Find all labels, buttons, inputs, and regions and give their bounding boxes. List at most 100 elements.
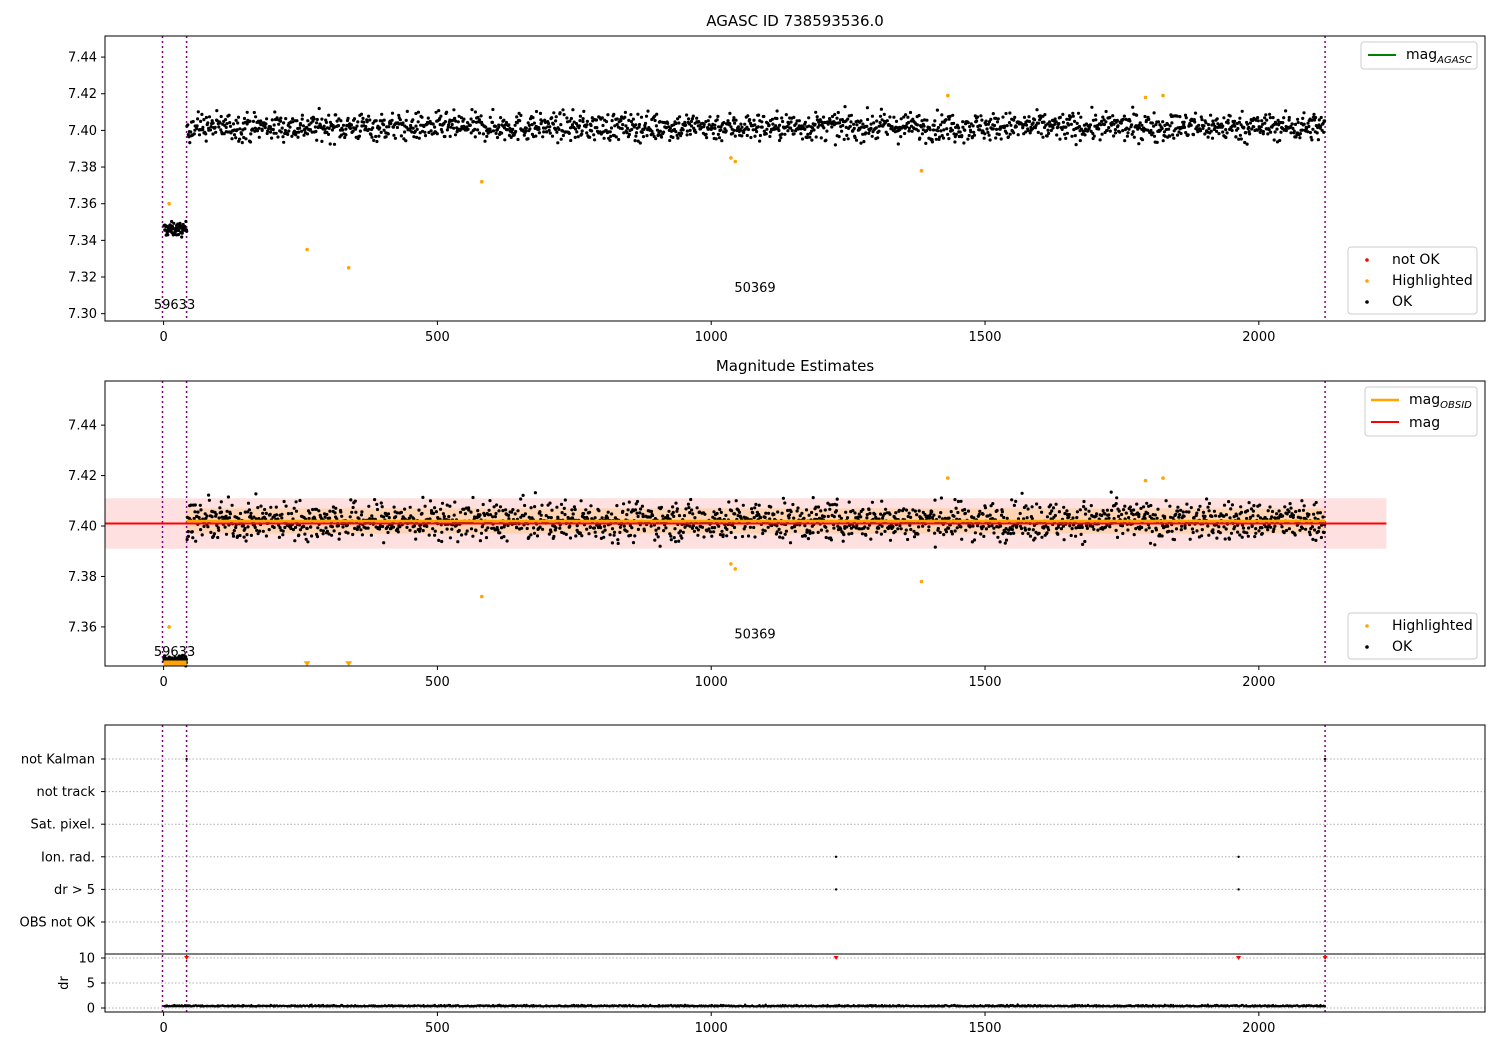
data-point-ok <box>186 123 190 127</box>
data-point-ok <box>1097 127 1101 131</box>
data-point-ok <box>626 508 630 512</box>
data-point-ok <box>899 527 903 531</box>
data-point-ok <box>1289 124 1293 128</box>
data-point-ok <box>1026 128 1030 133</box>
data-point-ok <box>1037 531 1041 536</box>
data-point-ok <box>1130 132 1134 136</box>
data-point-ok <box>687 117 691 121</box>
data-point-ok <box>191 536 195 540</box>
data-point-ok <box>947 117 951 121</box>
data-point-ok <box>745 133 749 138</box>
data-point-ok <box>1022 115 1027 119</box>
data-point-ok <box>219 128 223 132</box>
data-point-ok <box>1117 514 1121 519</box>
data-point-ok <box>1042 120 1046 124</box>
data-point-ok <box>1261 130 1265 134</box>
data-point-ok <box>640 130 644 134</box>
data-point-ok <box>834 509 839 513</box>
data-point-ok <box>448 504 452 508</box>
data-point-ok <box>588 510 592 514</box>
data-point-ok <box>1058 137 1062 141</box>
legend-highlighted-marker <box>1365 279 1369 283</box>
data-point-ok <box>810 138 814 142</box>
data-point-ok <box>905 125 909 129</box>
data-point-ok <box>572 120 576 124</box>
data-point-ok <box>603 528 607 532</box>
data-point-ok <box>825 529 829 533</box>
data-point-ok <box>636 527 641 532</box>
data-point-ok <box>1178 115 1182 119</box>
data-point-ok <box>1091 131 1095 136</box>
data-point-ok <box>1188 537 1192 541</box>
data-point-ok <box>784 113 788 117</box>
data-point-ok <box>403 507 407 511</box>
data-point-ok <box>932 513 936 517</box>
data-point-ok <box>1184 116 1188 120</box>
data-point-ok <box>1218 531 1222 535</box>
data-point-ok <box>605 516 610 520</box>
data-point-ok <box>716 114 720 118</box>
data-point-ok <box>1233 525 1237 529</box>
data-point-ok <box>1233 119 1237 123</box>
data-point-ok <box>732 116 736 120</box>
data-point-ok <box>391 525 396 529</box>
data-point-ok <box>1268 116 1272 120</box>
data-point-ok <box>783 132 787 136</box>
data-point-ok <box>952 132 956 136</box>
data-point-ok <box>176 233 180 237</box>
data-point-ok <box>700 525 705 529</box>
data-point-ok <box>1319 535 1323 540</box>
data-point-ok <box>710 126 715 130</box>
data-point-ok <box>636 139 640 143</box>
data-point-ok <box>193 510 197 514</box>
data-point-ok <box>205 514 209 518</box>
data-point-ok <box>1084 507 1088 511</box>
data-point-ok <box>1319 115 1323 120</box>
data-point-ok <box>822 514 826 519</box>
data-point-ok <box>232 529 236 533</box>
data-point-ok <box>675 509 679 513</box>
data-point-ok <box>915 123 920 127</box>
data-point-ok <box>276 135 280 139</box>
data-point-ok <box>748 525 753 529</box>
data-point-ok <box>177 228 181 233</box>
data-point-ok <box>817 123 822 127</box>
data-point-ok <box>653 118 657 123</box>
data-point-ok <box>942 128 946 132</box>
data-point-ok <box>495 525 499 530</box>
data-point-ok <box>417 508 421 512</box>
data-point-ok <box>582 515 586 520</box>
data-point-ok <box>1313 118 1317 122</box>
data-point-ok <box>203 512 207 516</box>
data-point-ok <box>1247 125 1251 130</box>
data-point-ok <box>477 131 482 135</box>
data-point-ok <box>923 512 927 517</box>
data-point-ok <box>579 499 583 503</box>
data-point-ok <box>1021 531 1025 536</box>
data-point-ok <box>1203 132 1207 136</box>
data-point-ok <box>1016 517 1021 521</box>
data-point-ok <box>1291 126 1295 130</box>
data-point-ok <box>1247 526 1251 530</box>
data-point-ok <box>348 515 352 519</box>
data-point-ok <box>560 510 564 515</box>
data-point-ok <box>1202 124 1206 128</box>
data-point-ok <box>768 134 772 139</box>
data-point-ok <box>840 129 844 133</box>
data-point-ok <box>719 128 723 132</box>
data-point-ok <box>1316 511 1320 515</box>
data-point-ok <box>1131 513 1135 517</box>
data-point-ok <box>1088 123 1093 127</box>
data-point-ok <box>286 132 290 136</box>
data-point-ok <box>1211 531 1215 535</box>
data-point-ok <box>1069 115 1073 119</box>
data-point-ok <box>925 128 929 133</box>
data-point-ok <box>1036 121 1040 125</box>
data-point-ok <box>966 137 970 141</box>
data-point-ok <box>1000 510 1005 514</box>
legend-2-highlighted-marker <box>1365 624 1369 628</box>
data-point-ok <box>251 119 256 123</box>
data-point-ok <box>301 124 305 128</box>
data-point-ok <box>1077 124 1082 129</box>
data-point-ok <box>313 125 317 129</box>
